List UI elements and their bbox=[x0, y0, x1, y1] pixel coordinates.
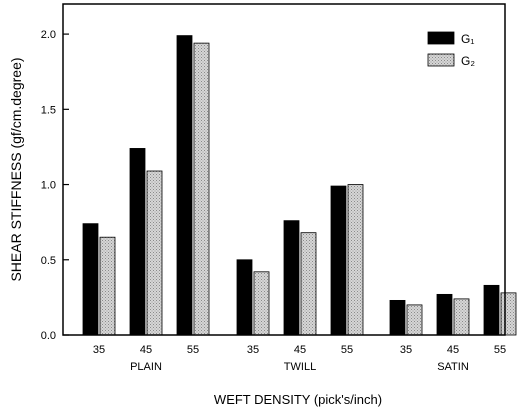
legend: G₁ G₂ bbox=[427, 31, 475, 68]
bar-g1 bbox=[82, 223, 99, 336]
bar-g1 bbox=[483, 284, 500, 336]
bars-layer bbox=[82, 35, 517, 336]
x-tick-label: 55 bbox=[494, 344, 506, 356]
y-tick-label: 0.5 bbox=[41, 255, 56, 267]
bar-g1 bbox=[283, 220, 300, 336]
x-tick-label: 45 bbox=[140, 344, 152, 356]
bar-g2 bbox=[453, 298, 470, 336]
y-tick-label: 1.5 bbox=[41, 104, 56, 116]
bar-g2 bbox=[146, 170, 163, 336]
x-tick-label: 45 bbox=[447, 344, 459, 356]
y-axis: 0.0 0.5 1.0 1.5 2.0 bbox=[41, 29, 69, 342]
bar-g2 bbox=[193, 42, 210, 336]
x-axis: 35 45 55 PLAIN 35 45 55 TWILL 35 45 55 SATIN bbox=[93, 344, 506, 373]
legend-swatch-g2 bbox=[427, 53, 455, 67]
bar-g1 bbox=[436, 293, 453, 336]
y-axis-label: SHEAR STIFFNESS (gf/cm.degree) bbox=[8, 57, 24, 281]
bar-g1 bbox=[176, 35, 193, 336]
x-tick-label: 55 bbox=[187, 344, 199, 356]
bar-g1 bbox=[330, 185, 347, 336]
group-label: PLAIN bbox=[130, 361, 162, 373]
bar-g1 bbox=[389, 299, 406, 336]
x-tick-label: 35 bbox=[93, 344, 105, 356]
bar-g2 bbox=[253, 271, 270, 336]
bar-g1 bbox=[236, 259, 253, 336]
bar-g2 bbox=[406, 304, 423, 336]
y-tick-label: 0.0 bbox=[41, 330, 56, 342]
bar-g2 bbox=[300, 232, 317, 336]
y-tick-label: 1.0 bbox=[41, 180, 56, 192]
x-tick-label: 55 bbox=[341, 344, 353, 356]
x-tick-label: 35 bbox=[400, 344, 412, 356]
x-axis-label: WEFT DENSITY (pick's/inch) bbox=[214, 392, 382, 407]
x-tick-label: 35 bbox=[247, 344, 259, 356]
x-tick-label: 45 bbox=[294, 344, 306, 356]
group-label: TWILL bbox=[284, 361, 316, 373]
bar-g2 bbox=[99, 236, 116, 336]
group-label: SATIN bbox=[437, 361, 469, 373]
plot-area bbox=[62, 3, 506, 336]
legend-swatch-g1 bbox=[427, 31, 455, 45]
bar-g2 bbox=[500, 292, 517, 336]
y-tick-label: 2.0 bbox=[41, 29, 56, 41]
legend-label-g1: G₁ bbox=[461, 32, 474, 46]
legend-label-g2: G₂ bbox=[461, 54, 475, 68]
bar-g2 bbox=[347, 184, 364, 336]
bar-g1 bbox=[129, 148, 146, 336]
